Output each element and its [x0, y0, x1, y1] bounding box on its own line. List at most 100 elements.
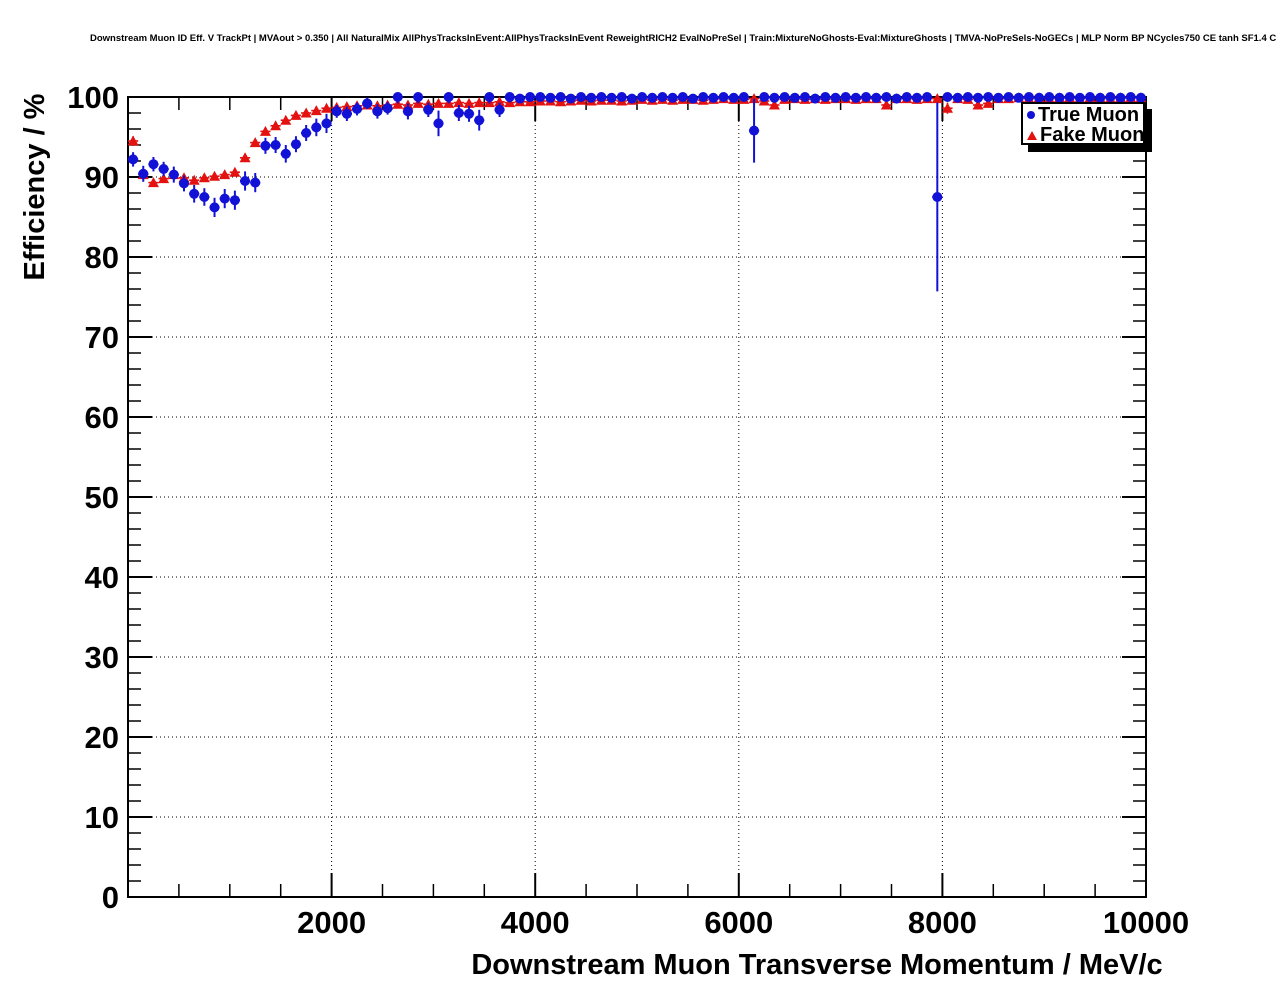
data-point-marker	[219, 193, 230, 204]
data-point-marker	[922, 92, 933, 102]
data-point-marker	[250, 177, 261, 188]
data-point-marker	[341, 101, 353, 112]
svg-text:4000: 4000	[501, 905, 570, 940]
y-axis-title: Efficiency / %	[19, 93, 51, 280]
data-point-marker	[432, 97, 444, 108]
data-point-marker	[932, 192, 943, 202]
data-point-marker	[240, 176, 251, 186]
data-point-marker	[270, 120, 282, 131]
data-point-marker	[352, 104, 363, 114]
data-point-marker	[158, 164, 169, 174]
data-point-marker	[1074, 92, 1085, 103]
data-point-marker	[1064, 92, 1075, 102]
data-point-marker	[301, 128, 312, 138]
data-point-marker	[952, 92, 963, 103]
svg-text:6000: 6000	[704, 905, 773, 940]
data-point-marker	[677, 92, 688, 102]
data-point-marker	[423, 104, 434, 115]
data-point-marker	[749, 125, 760, 136]
data-point-marker	[1013, 92, 1024, 103]
data-point-marker	[881, 92, 892, 102]
data-point-marker	[402, 106, 413, 117]
data-point-marker	[504, 92, 515, 102]
data-point-marker	[545, 92, 556, 103]
data-point-marker	[728, 92, 739, 103]
data-point-marker	[321, 102, 333, 113]
data-point-marker	[178, 178, 189, 189]
data-point-marker	[891, 93, 902, 104]
data-point-marker	[1023, 92, 1034, 102]
data-point-marker	[473, 97, 485, 108]
data-point-marker	[942, 92, 953, 102]
legend-item-true-muon: True Muon	[1023, 105, 1143, 125]
data-point-marker	[484, 92, 495, 102]
data-point-marker	[657, 92, 668, 102]
data-point-marker	[1085, 92, 1096, 102]
svg-text:20: 20	[85, 720, 119, 755]
data-point-marker	[189, 188, 200, 199]
data-point-marker	[606, 92, 617, 103]
data-point-marker	[311, 122, 322, 133]
data-point-marker	[931, 93, 943, 104]
data-point-marker	[168, 169, 179, 180]
svg-text:8000: 8000	[908, 905, 977, 940]
data-point-marker	[372, 106, 383, 117]
data-point-marker	[830, 92, 841, 103]
data-point-marker	[962, 92, 973, 102]
data-point-marker	[310, 105, 322, 116]
data-point-marker	[983, 92, 994, 102]
svg-text:70: 70	[85, 320, 119, 355]
data-point-marker	[759, 92, 770, 102]
data-point-marker	[616, 92, 627, 102]
data-point-marker	[911, 92, 922, 103]
svg-text:30: 30	[85, 640, 119, 675]
legend-label-true-muon: True Muon	[1038, 104, 1140, 126]
data-point-marker	[138, 168, 149, 179]
data-point-marker	[535, 92, 546, 102]
data-point-marker	[748, 93, 760, 104]
data-point-marker	[596, 92, 607, 102]
svg-text:10000: 10000	[1103, 905, 1189, 940]
data-point-marker	[525, 92, 536, 102]
data-point-marker	[148, 159, 159, 170]
svg-text:100: 100	[67, 80, 119, 115]
data-point-marker	[576, 92, 587, 102]
data-point-marker	[820, 92, 831, 102]
gridlines	[128, 97, 1146, 897]
data-point-marker	[718, 92, 729, 102]
data-point-marker	[290, 109, 302, 120]
data-point-marker	[188, 174, 200, 185]
x-axis-title: Downstream Muon Transverse Momentum / Me…	[471, 949, 1162, 981]
data-point-marker	[1115, 92, 1126, 103]
data-point-marker	[219, 169, 231, 180]
data-point-marker	[362, 98, 373, 109]
data-point-marker	[463, 97, 475, 108]
data-point-marker	[453, 97, 465, 108]
series-true-muon	[128, 92, 1146, 292]
data-point-marker	[270, 140, 281, 150]
svg-text:10: 10	[85, 800, 119, 835]
data-point-marker	[494, 104, 505, 115]
data-point-marker	[850, 92, 861, 103]
data-point-marker	[280, 148, 291, 159]
data-point-marker	[1135, 92, 1146, 103]
data-point-marker	[861, 92, 872, 102]
data-point-marker	[972, 99, 984, 110]
data-point-marker	[698, 92, 709, 102]
data-point-marker	[209, 170, 221, 181]
data-point-marker	[789, 92, 800, 103]
data-point-marker	[514, 93, 525, 104]
data-point-marker	[1044, 92, 1055, 102]
svg-text:60: 60	[85, 400, 119, 435]
data-point-marker	[453, 108, 464, 118]
legend-label-fake-muon: Fake Muon	[1040, 124, 1145, 146]
data-point-marker	[1125, 92, 1136, 102]
data-point-marker	[128, 154, 139, 165]
data-point-marker	[779, 92, 790, 102]
data-point-marker	[331, 106, 342, 117]
data-point-marker	[667, 92, 678, 103]
true-muon-circle-icon	[1027, 111, 1035, 119]
data-point-marker	[290, 139, 301, 150]
data-point-marker	[280, 114, 292, 125]
